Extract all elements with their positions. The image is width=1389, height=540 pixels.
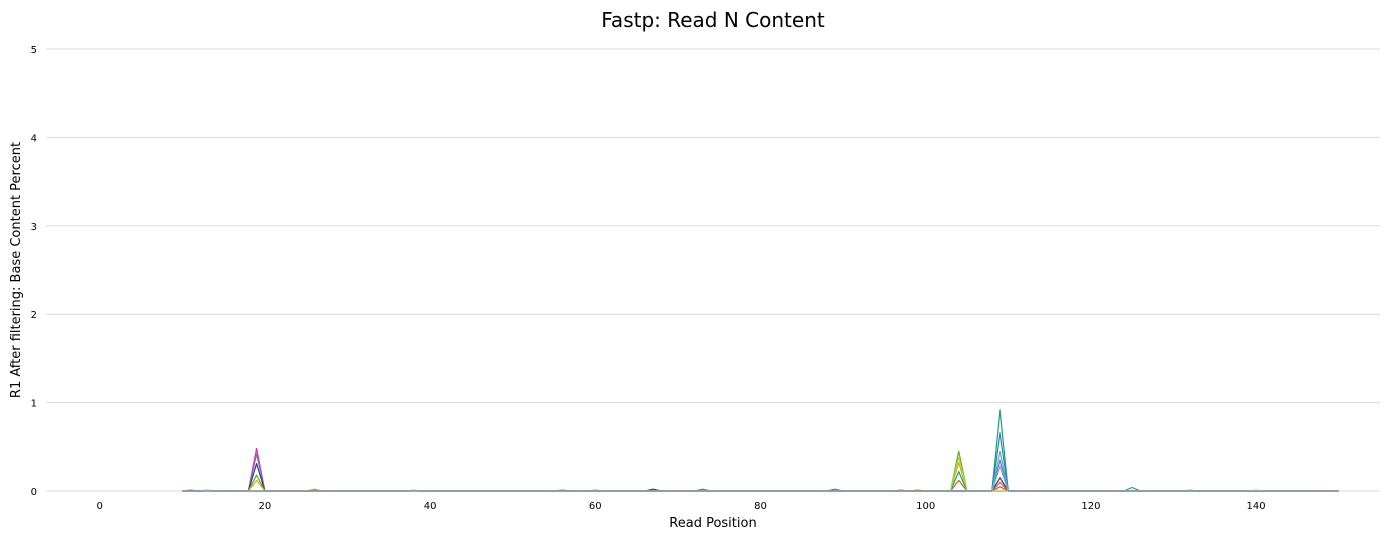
- x-tick-label: 60: [589, 501, 602, 512]
- series-line-8: [182, 450, 1339, 492]
- x-tick-label: 140: [1247, 501, 1266, 512]
- series-line-1: [182, 448, 1339, 492]
- y-tick-label: 3: [31, 222, 37, 233]
- x-tick-label: 80: [754, 501, 767, 512]
- y-tick-label: 4: [31, 133, 37, 144]
- x-axis-ticks: 0 20 40 60 80 100 120 140: [97, 501, 1266, 512]
- series-line-5: [182, 462, 1339, 492]
- series-line-3: [182, 463, 1339, 492]
- chart-title: Fastp: Read N Content: [601, 8, 825, 32]
- y-axis-label: R1 After filtering: Base Content Percent: [9, 142, 24, 398]
- series-line-6: [182, 409, 1339, 492]
- x-axis-label: Read Position: [669, 516, 756, 531]
- gridlines: [46, 48, 1380, 492]
- series-line-10: [182, 456, 1339, 492]
- x-tick-label: 120: [1081, 501, 1100, 512]
- series-line-2: [182, 453, 1339, 492]
- x-tick-label: 20: [259, 501, 272, 512]
- x-tick-label: 40: [424, 501, 437, 512]
- series-line-7: [182, 432, 1339, 492]
- series-line-11: [182, 465, 1339, 492]
- series-line-4: [182, 450, 1339, 492]
- y-tick-label: 0: [31, 487, 37, 498]
- y-tick-label: 1: [31, 399, 37, 410]
- series-line-9: [182, 479, 1339, 492]
- y-tick-label: 5: [31, 45, 37, 56]
- series-layer: [182, 409, 1339, 492]
- x-tick-label: 100: [916, 501, 935, 512]
- y-axis-ticks: 0 1 2 3 4 5: [31, 45, 37, 498]
- x-tick-label: 0: [97, 501, 103, 512]
- y-tick-label: 2: [31, 310, 37, 321]
